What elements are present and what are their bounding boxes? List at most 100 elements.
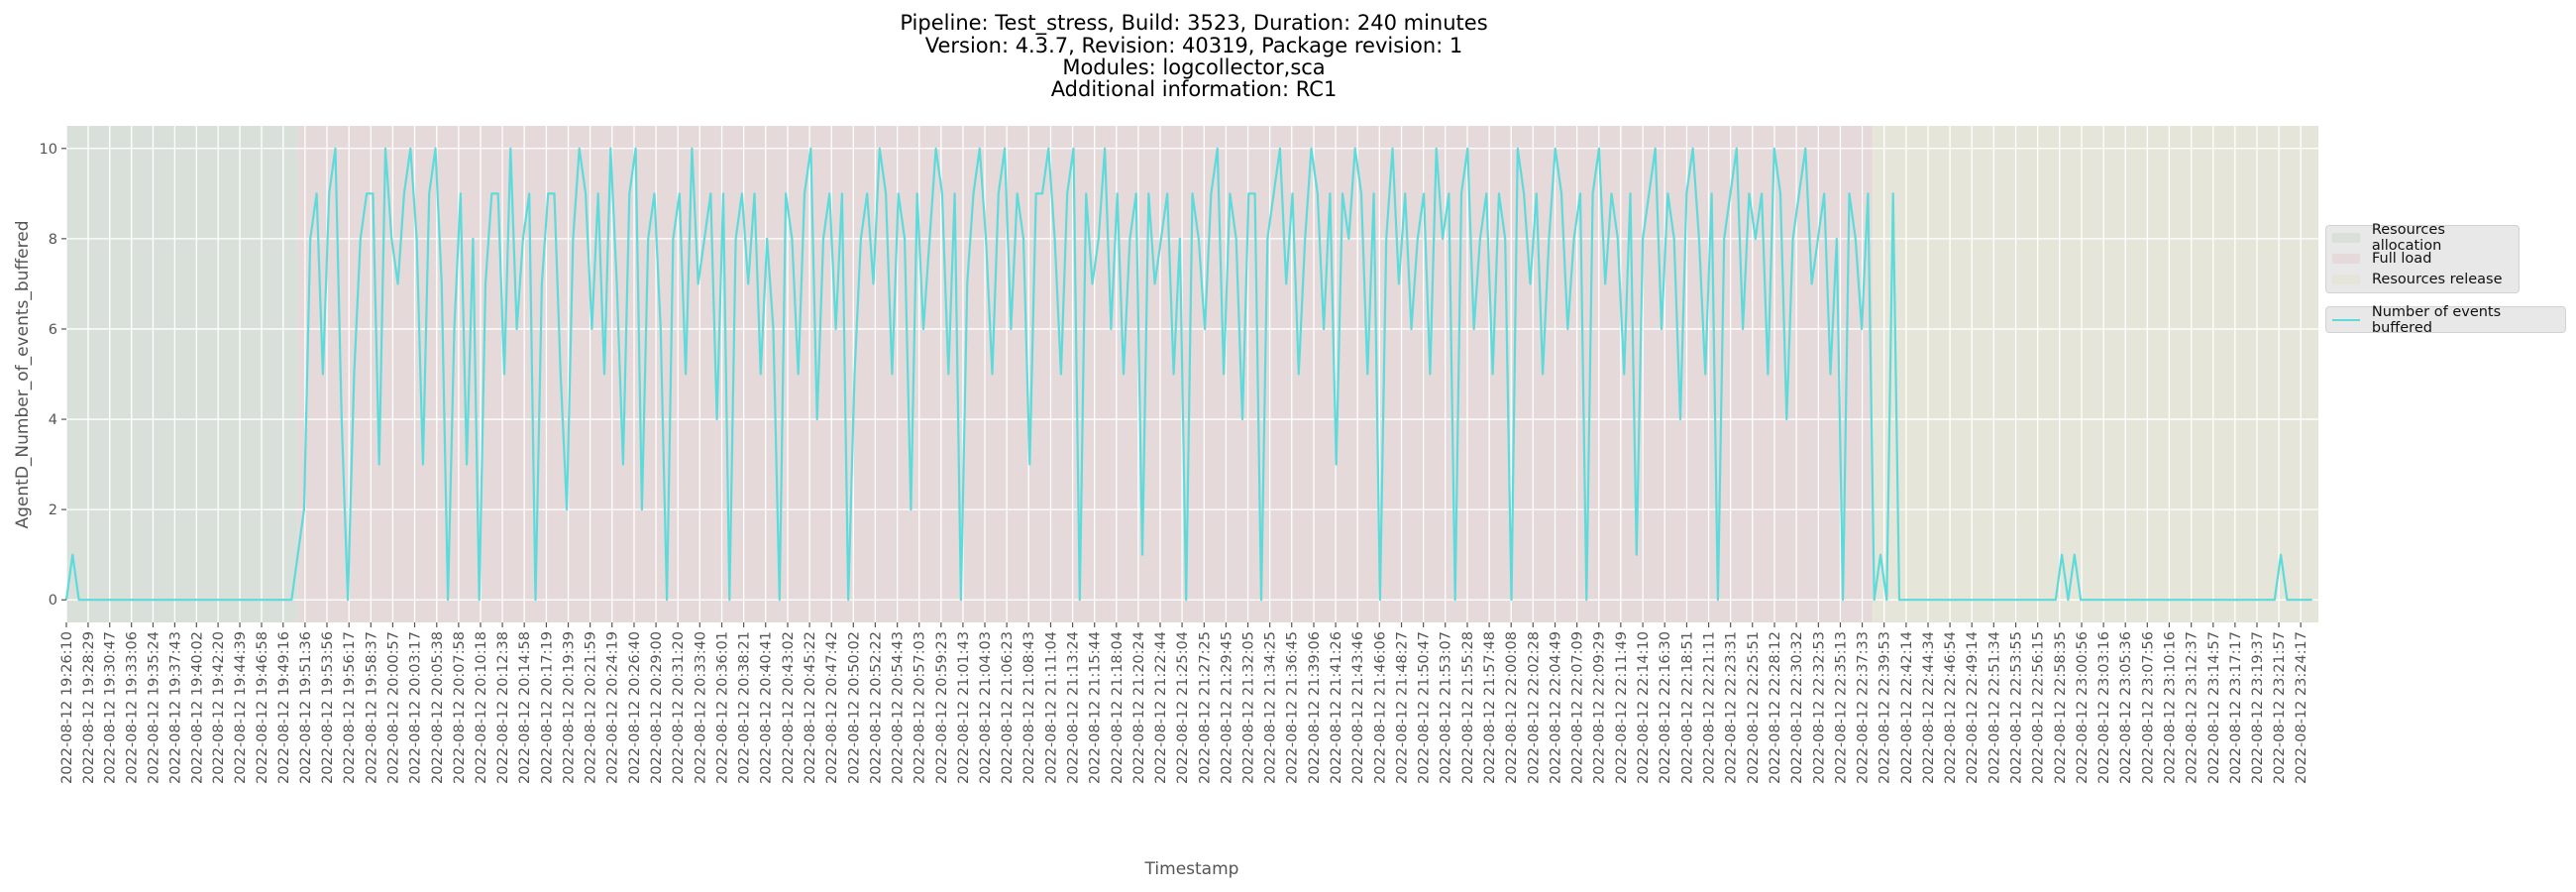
x-tick-label: 2022-08-12 20:29:00 — [649, 631, 665, 784]
legend-label: Number of events buffered — [2371, 303, 2502, 336]
x-tick-label: 2022-08-12 21:36:45 — [1285, 631, 1301, 784]
x-tick-label: 2022-08-12 21:32:05 — [1241, 631, 1257, 784]
region-resources-release — [1873, 126, 2318, 622]
x-tick-label: 2022-08-12 21:43:46 — [1350, 631, 1366, 784]
x-tick-label: 2022-08-12 20:54:43 — [891, 631, 907, 784]
legend-item-events-buffered: Number of events buffered — [2326, 304, 2565, 336]
chart-title-line-1: Pipeline: Test_stress, Build: 3523, Dura… — [900, 11, 1488, 35]
x-tick-label: 2022-08-12 21:46:06 — [1372, 631, 1388, 784]
x-tick-label: 2022-08-12 19:26:10 — [59, 631, 75, 784]
series-layer — [64, 147, 2312, 602]
x-tick-label: 2022-08-12 21:48:27 — [1395, 631, 1411, 784]
x-tick-label: 2022-08-12 20:03:17 — [408, 631, 424, 784]
x-tick-label: 2022-08-12 20:31:20 — [671, 631, 687, 784]
chart-title-line-2: Version: 4.3.7, Revision: 40319, Package… — [924, 34, 1463, 57]
x-tick-label: 2022-08-12 20:14:58 — [517, 631, 533, 784]
x-tick-label: 2022-08-12 20:47:42 — [824, 631, 840, 784]
x-tick-label: 2022-08-12 20:21:59 — [584, 631, 599, 784]
x-tick-label: 2022-08-12 22:51:34 — [1986, 631, 2002, 784]
x-tick-label: 2022-08-12 22:49:14 — [1965, 631, 1981, 784]
series-legend: Number of events buffered — [2325, 304, 2566, 336]
x-axis-ticks: 2022-08-12 19:26:10 2022-08-12 19:28:29 20… — [59, 622, 2309, 784]
x-tick-label: 2022-08-12 22:53:55 — [2009, 631, 2025, 784]
series-line-events-buffered — [64, 147, 2312, 602]
y-axis-label: AgentD_Number_of_events_buffered — [13, 221, 33, 529]
x-tick-label: 2022-08-12 21:55:28 — [1460, 631, 1476, 784]
x-tick-label: 2022-08-12 19:37:43 — [167, 631, 183, 784]
release-swatch — [2332, 274, 2360, 284]
x-tick-label: 2022-08-12 20:59:23 — [934, 631, 950, 784]
x-tick-label: 2022-08-12 22:18:51 — [1679, 631, 1695, 784]
x-tick-label: 2022-08-12 21:53:07 — [1439, 631, 1454, 784]
x-tick-label: 2022-08-12 23:03:16 — [2096, 631, 2112, 784]
x-tick-label: 2022-08-12 19:40:02 — [189, 631, 205, 784]
x-tick-label: 2022-08-12 21:20:24 — [1131, 631, 1147, 784]
x-tick-label: 2022-08-12 23:24:17 — [2294, 631, 2309, 784]
allocation-swatch — [2332, 232, 2360, 243]
x-tick-label: 2022-08-12 22:14:10 — [1636, 631, 1652, 784]
x-tick-label: 2022-08-12 20:45:22 — [803, 631, 818, 784]
x-tick-label: 2022-08-12 21:13:24 — [1066, 631, 1082, 784]
x-tick-label: 2022-08-12 22:32:53 — [1811, 631, 1827, 784]
x-tick-label: 2022-08-12 21:29:45 — [1219, 631, 1234, 784]
x-tick-label: 2022-08-12 23:12:37 — [2185, 631, 2200, 784]
x-tick-label: 2022-08-12 20:50:02 — [846, 631, 862, 784]
line-swatch — [2332, 318, 2360, 321]
x-tick-label: 2022-08-12 21:27:25 — [1197, 631, 1213, 784]
y-tick-label: 4 — [49, 412, 57, 428]
legend-label: Resources allocation — [2371, 221, 2445, 254]
x-tick-label: 2022-08-12 22:44:34 — [1921, 631, 1937, 784]
x-tick-label: 2022-08-12 20:26:40 — [627, 631, 643, 784]
x-axis-label: Timestamp — [1144, 859, 1239, 879]
x-tick-label: 2022-08-12 20:38:21 — [737, 631, 753, 784]
x-tick-label: 2022-08-12 22:09:29 — [1592, 631, 1608, 784]
x-tick-label: 2022-08-12 22:07:09 — [1570, 631, 1586, 784]
x-tick-label: 2022-08-12 22:46:54 — [1943, 631, 1959, 784]
x-tick-label: 2022-08-12 23:14:57 — [2206, 631, 2222, 784]
legend-item-release: Resources release — [2326, 269, 2519, 289]
x-tick-label: 2022-08-12 19:33:06 — [125, 631, 141, 784]
y-tick-label: 8 — [49, 232, 57, 248]
x-tick-label: 2022-08-12 19:35:24 — [146, 631, 161, 784]
x-tick-label: 2022-08-12 20:05:38 — [430, 631, 446, 784]
x-tick-label: 2022-08-12 20:17:19 — [539, 631, 555, 784]
x-tick-label: 2022-08-12 22:21:11 — [1702, 631, 1718, 784]
x-tick-label: 2022-08-12 20:33:40 — [693, 631, 708, 784]
x-tick-label: 2022-08-12 21:41:26 — [1329, 631, 1344, 784]
y-tick-label: 6 — [49, 322, 57, 338]
legend-item-full-load: Full load — [2326, 248, 2519, 269]
x-tick-label: 2022-08-12 19:56:17 — [342, 631, 358, 784]
y-tick-label: 2 — [49, 502, 57, 518]
y-tick-label: 10 — [40, 142, 57, 158]
x-tick-label: 2022-08-12 23:19:37 — [2250, 631, 2266, 784]
x-tick-label: 2022-08-12 20:36:01 — [715, 631, 731, 784]
x-tick-label: 2022-08-12 22:42:14 — [1899, 631, 1915, 784]
x-tick-label: 2022-08-12 22:25:51 — [1746, 631, 1762, 784]
phase-legend: Resources allocation Full load Resources… — [2325, 222, 2520, 293]
x-tick-label: 2022-08-12 20:43:02 — [781, 631, 797, 784]
x-tick-label: 2022-08-12 19:46:58 — [255, 631, 270, 784]
x-tick-label: 2022-08-12 22:37:33 — [1856, 631, 1872, 784]
x-tick-label: 2022-08-12 22:11:49 — [1614, 631, 1630, 784]
x-tick-label: 2022-08-12 21:04:03 — [978, 631, 994, 784]
x-tick-label: 2022-08-12 22:00:08 — [1504, 631, 1520, 784]
x-tick-label: 2022-08-12 22:58:35 — [2053, 631, 2069, 784]
x-tick-label: 2022-08-12 20:07:58 — [452, 631, 468, 784]
x-tick-label: 2022-08-12 23:00:56 — [2075, 631, 2091, 784]
x-tick-label: 2022-08-12 21:22:44 — [1153, 631, 1169, 784]
x-tick-label: 2022-08-12 19:53:56 — [320, 631, 336, 784]
x-tick-label: 2022-08-12 21:39:06 — [1307, 631, 1323, 784]
legend-item-allocation: Resources allocation — [2326, 222, 2519, 254]
x-tick-label: 2022-08-12 21:15:44 — [1088, 631, 1104, 784]
x-tick-label: 2022-08-12 21:34:25 — [1263, 631, 1279, 784]
x-tick-label: 2022-08-12 22:39:53 — [1878, 631, 1893, 784]
legend-label: Resources release — [2372, 271, 2503, 287]
x-tick-label: 2022-08-12 22:23:31 — [1724, 631, 1740, 784]
x-tick-label: 2022-08-12 22:56:15 — [2031, 631, 2047, 784]
x-tick-label: 2022-08-12 19:44:39 — [233, 631, 249, 784]
x-tick-label: 2022-08-12 23:05:36 — [2118, 631, 2134, 784]
x-tick-label: 2022-08-12 19:49:16 — [276, 631, 292, 784]
x-tick-label: 2022-08-12 22:16:30 — [1658, 631, 1673, 784]
x-tick-label: 2022-08-12 23:17:17 — [2228, 631, 2244, 784]
x-tick-label: 2022-08-12 22:02:28 — [1526, 631, 1542, 784]
